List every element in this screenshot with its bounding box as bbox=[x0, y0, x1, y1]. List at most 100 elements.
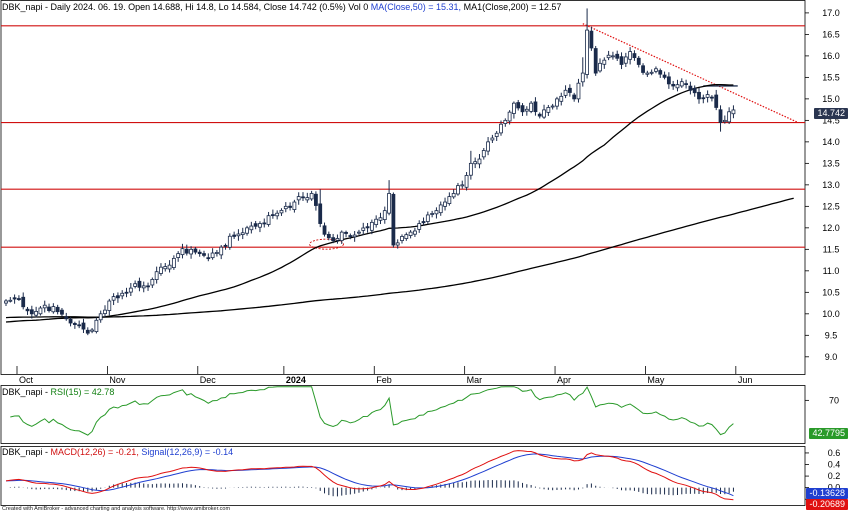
ma50-line bbox=[5, 83, 734, 323]
candle-body bbox=[150, 279, 155, 286]
candle-body bbox=[365, 226, 370, 229]
candle-body bbox=[94, 319, 99, 333]
macd-line bbox=[5, 450, 734, 501]
month-label: Nov bbox=[109, 375, 126, 385]
candle-body bbox=[524, 108, 529, 112]
candle-body bbox=[671, 83, 676, 87]
candle-body bbox=[460, 184, 465, 187]
candle-body bbox=[361, 227, 366, 231]
candle-body bbox=[529, 102, 534, 112]
price-tick-label: 9.0 bbox=[825, 352, 838, 362]
candle-body bbox=[559, 95, 564, 102]
candle-body bbox=[654, 68, 658, 72]
candle-body bbox=[413, 230, 417, 235]
candle-body bbox=[309, 193, 314, 200]
macd-legend-prefix: DBK_napi - bbox=[2, 447, 51, 457]
signal-value-tag: -0.13628 bbox=[806, 488, 848, 499]
candle-body bbox=[395, 242, 400, 246]
candle-body bbox=[580, 72, 585, 83]
macd-tick-label: 0.6 bbox=[828, 448, 841, 458]
candle-body bbox=[262, 222, 267, 225]
price-tick-label: 16.0 bbox=[822, 51, 840, 61]
candle-body bbox=[494, 132, 499, 137]
price-tick-label: 17.0 bbox=[822, 8, 840, 18]
candle-body bbox=[275, 212, 280, 217]
price-legend-text: DBK_napi - Daily 2024. 06. 19. Open 14.6… bbox=[2, 2, 369, 12]
candle-body bbox=[481, 150, 486, 158]
month-label: Jun bbox=[738, 375, 753, 385]
candle-body bbox=[180, 248, 185, 256]
candle-body bbox=[215, 252, 219, 254]
price-tick-label: 13.0 bbox=[822, 180, 840, 190]
candle-body bbox=[408, 231, 413, 236]
candle-body bbox=[107, 300, 112, 311]
macd-legend-text: MACD(12,26) = -0.21, bbox=[50, 447, 139, 457]
rsi-legend-text: RSI(15) = 42.78 bbox=[50, 387, 115, 397]
candle-body bbox=[615, 53, 620, 59]
candle-body bbox=[305, 197, 310, 201]
candle-body bbox=[563, 89, 568, 96]
candle-body bbox=[731, 109, 736, 115]
candle-body bbox=[90, 329, 94, 332]
rsi-legend-prefix: DBK_napi - bbox=[2, 387, 51, 397]
grid bbox=[0, 0, 806, 506]
candle-body bbox=[602, 59, 607, 65]
price-tick-label: 11.0 bbox=[823, 266, 840, 276]
month-label: Mar bbox=[467, 375, 483, 385]
candle-body bbox=[232, 234, 237, 237]
candle-body bbox=[512, 102, 516, 114]
candle-body bbox=[520, 105, 525, 113]
candle-body bbox=[47, 306, 51, 312]
rsi-line bbox=[10, 386, 734, 436]
candle-body bbox=[718, 109, 723, 123]
candle-body bbox=[585, 29, 589, 75]
candle-body bbox=[576, 82, 581, 100]
candle-body bbox=[98, 313, 103, 321]
candle-body bbox=[258, 223, 262, 228]
candle-body bbox=[116, 295, 120, 299]
candle-body bbox=[322, 225, 327, 235]
candle-body bbox=[632, 53, 637, 59]
candle-body bbox=[348, 235, 353, 237]
candle-body bbox=[490, 137, 495, 141]
candle-body bbox=[29, 309, 34, 315]
candle-body bbox=[159, 266, 163, 274]
candle-body bbox=[193, 248, 198, 253]
price-tick-label: 14.0 bbox=[822, 137, 840, 147]
candle-body bbox=[124, 291, 129, 294]
candle-body bbox=[619, 56, 624, 65]
candle-body bbox=[606, 54, 611, 59]
candle-body bbox=[464, 175, 469, 188]
candle-body bbox=[17, 298, 21, 300]
candle-body bbox=[503, 119, 508, 124]
candle-body bbox=[223, 244, 228, 247]
price-tick-label: 9.5 bbox=[825, 330, 838, 340]
candle-body bbox=[555, 98, 559, 107]
candle-body bbox=[516, 102, 521, 109]
candle-body bbox=[103, 309, 107, 315]
signal-legend-text: Signal(12,26,9) = -0.14 bbox=[141, 447, 234, 457]
candle-body bbox=[727, 111, 732, 123]
macd-value-tag: -0.20689 bbox=[806, 499, 848, 510]
candle-body bbox=[567, 87, 572, 93]
candle-body bbox=[507, 111, 512, 122]
ma200-legend: MA1(Close,200) = 12.57 bbox=[463, 2, 562, 12]
macd-legend: DBK_napi - MACD(12,26) = -0.21, Signal(1… bbox=[2, 447, 233, 457]
candle-body bbox=[425, 214, 430, 222]
month-label: Feb bbox=[376, 375, 392, 385]
candle-body bbox=[542, 109, 546, 118]
candle-body bbox=[533, 101, 538, 113]
candle-body bbox=[430, 213, 435, 215]
candle-body bbox=[77, 324, 82, 327]
candle-body bbox=[72, 323, 77, 325]
candle-body bbox=[137, 280, 142, 288]
highlight-ellipse bbox=[309, 238, 344, 250]
candle-body bbox=[253, 223, 258, 227]
candle-body bbox=[400, 236, 404, 241]
candle-body bbox=[210, 252, 215, 259]
macd-tick-label: 0.2 bbox=[828, 471, 841, 481]
moving-averages bbox=[5, 83, 794, 323]
candle-body bbox=[25, 308, 30, 312]
month-label: May bbox=[647, 375, 665, 385]
candle-body bbox=[722, 119, 727, 123]
